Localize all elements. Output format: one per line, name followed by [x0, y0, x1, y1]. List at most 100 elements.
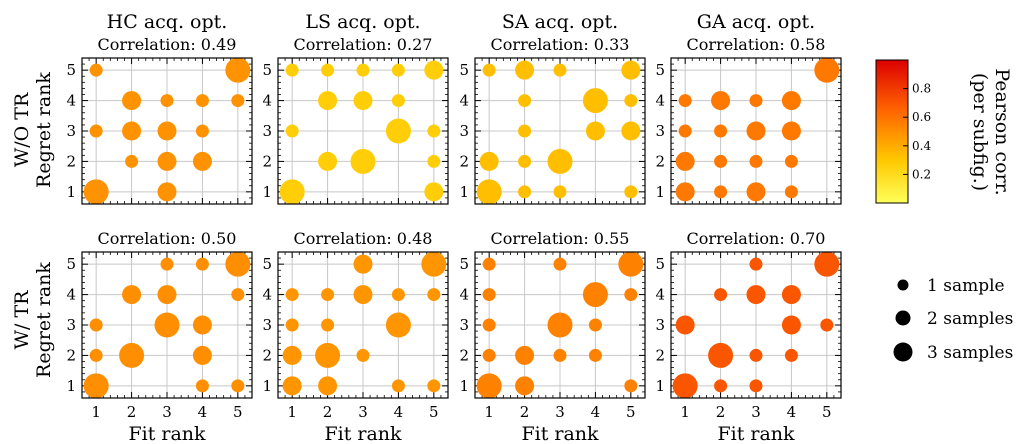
data-point: [89, 348, 103, 362]
data-point: [672, 373, 698, 399]
y-tick-label: 4: [262, 92, 272, 110]
data-point: [784, 348, 798, 362]
data-point: [714, 379, 728, 393]
size-legend: 1 sample 2 samples 3 samples: [893, 276, 1013, 363]
data-point: [89, 318, 103, 332]
data-point: [318, 151, 338, 171]
data-point: [122, 121, 142, 141]
data-point: [122, 91, 142, 111]
x-axis-label: Fit rank: [324, 423, 402, 444]
row-label-top-ylabel: Regret rank: [33, 72, 55, 188]
y-tick-label: 3: [66, 316, 76, 334]
data-point: [582, 88, 608, 114]
data-point: [391, 63, 405, 77]
y-tick-label: 5: [262, 61, 272, 79]
y-tick-label: 5: [66, 255, 76, 273]
data-point: [122, 285, 142, 305]
data-point: [424, 60, 444, 80]
y-tick-label: 2: [655, 152, 665, 170]
data-point: [678, 124, 692, 138]
data-point: [356, 63, 370, 77]
data-point: [83, 179, 109, 205]
colorbar-label: Pearson corr. (per subfig.): [969, 68, 1013, 195]
data-point: [479, 151, 499, 171]
y-tick-label: 4: [655, 92, 665, 110]
data-point: [708, 342, 734, 368]
row-label-top-title: W/O TR: [11, 92, 33, 167]
data-point: [285, 124, 299, 138]
data-point: [119, 342, 145, 368]
axes-frame: [277, 251, 449, 399]
data-point: [195, 257, 209, 271]
row-label-top: W/O TR Regret rank: [11, 72, 55, 188]
y-tick-label: 5: [262, 255, 272, 273]
data-point: [547, 148, 573, 174]
colorbar-label-line1: Pearson corr.: [991, 68, 1013, 195]
data-point: [424, 182, 444, 202]
x-tick-label: 2: [323, 403, 333, 421]
x-axis-label: Fit rank: [128, 423, 206, 444]
data-point: [675, 182, 695, 202]
data-point: [282, 345, 302, 365]
data-point: [588, 348, 602, 362]
row-label-bottom: W/ TR Regret rank: [11, 262, 55, 378]
data-point: [285, 318, 299, 332]
data-point: [746, 285, 766, 305]
colorbar-tick-label: 0.4: [912, 139, 931, 153]
legend-label: 3 samples: [927, 343, 1013, 363]
y-tick-label: 5: [459, 61, 469, 79]
colorbar-tick-label: 0.6: [912, 110, 931, 124]
y-tick-label: 3: [262, 316, 272, 334]
data-point: [482, 318, 496, 332]
data-point: [781, 121, 801, 141]
data-point: [585, 121, 605, 141]
colorbar: 0.2 0.4 0.6 0.8 Pearson corr. (per subfig.): [875, 59, 1013, 204]
data-point: [385, 312, 411, 338]
colorbar-tick-label: 0.8: [912, 82, 931, 96]
subplot-7: 11 2 2 3 3 4 4 5 5 Correlation: 0.55 Fit rank: [459, 229, 646, 444]
correlation-label: Correlation: 0.49: [98, 35, 237, 54]
data-point: [315, 342, 341, 368]
data-point: [421, 251, 447, 277]
data-point: [547, 312, 573, 338]
data-point: [427, 124, 441, 138]
data-point: [482, 348, 496, 362]
data-point: [285, 63, 299, 77]
axes-frame: [474, 251, 646, 399]
data-point: [385, 118, 411, 144]
data-point: [89, 124, 103, 138]
data-point: [83, 373, 109, 399]
data-point: [749, 348, 763, 362]
row-label-bottom-title: W/ TR: [11, 290, 33, 350]
y-tick-label: 3: [66, 122, 76, 140]
subplot-5: 11 2 2 3 3 4 4 5 5 Correlation: 0.50 Fit rank: [66, 229, 253, 444]
correlation-label: Correlation: 0.58: [687, 35, 826, 54]
x-tick-label: 1: [91, 403, 101, 421]
y-tick-label: 2: [655, 346, 665, 364]
x-tick-label: 4: [198, 403, 208, 421]
data-point: [160, 257, 174, 271]
x-tick-label: 2: [716, 403, 726, 421]
subplot-6: 11 2 2 3 3 4 4 5 5 Correlation: 0.48 Fit rank: [262, 229, 449, 444]
x-tick-label: 3: [751, 403, 761, 421]
legend-label: 2 samples: [927, 309, 1013, 329]
data-point: [518, 185, 532, 199]
data-point: [318, 376, 338, 396]
data-point: [624, 288, 638, 302]
data-point: [476, 373, 502, 399]
data-point: [195, 94, 209, 108]
data-point: [582, 282, 608, 308]
data-point: [675, 315, 695, 335]
data-point: [318, 91, 338, 111]
row-label-bottom-ylabel: Regret rank: [33, 262, 55, 378]
data-point: [482, 257, 496, 271]
x-tick-label: 3: [358, 403, 368, 421]
data-point: [749, 94, 763, 108]
subplot-title: GA acq. opt.: [697, 11, 815, 33]
data-point: [157, 121, 177, 141]
data-point: [192, 345, 212, 365]
data-point: [624, 379, 638, 393]
data-point: [427, 288, 441, 302]
axes-frame: [277, 57, 449, 205]
x-tick-label: 5: [822, 403, 832, 421]
